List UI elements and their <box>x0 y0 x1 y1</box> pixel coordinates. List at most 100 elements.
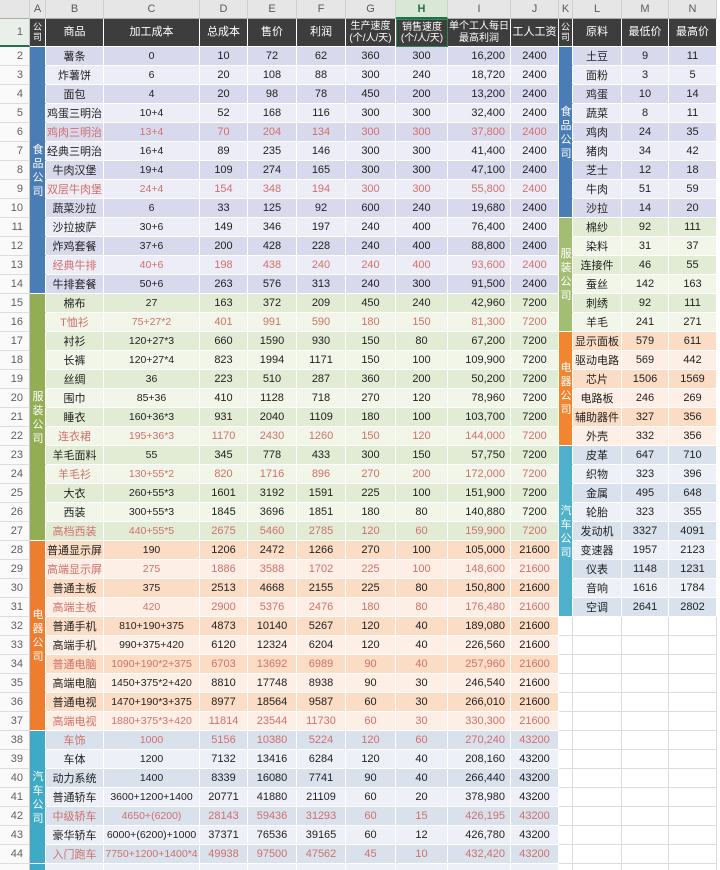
row-header-35[interactable]: 35 <box>0 674 30 693</box>
cell-L6[interactable]: 鸡肉 <box>573 123 622 142</box>
cell-G19[interactable]: 360 <box>346 370 396 389</box>
row-header-1[interactable]: 1 <box>0 19 30 47</box>
cell-E28[interactable]: 2472 <box>248 541 297 560</box>
row-header-31[interactable]: 31 <box>0 598 30 617</box>
cell-D34[interactable]: 6703 <box>200 655 248 674</box>
cell-M22[interactable]: 332 <box>622 427 669 446</box>
cell-J29[interactable]: 21600 <box>511 560 559 579</box>
cell-E35[interactable]: 17748 <box>248 674 297 693</box>
cell-K27[interactable] <box>559 522 573 541</box>
cell-H13[interactable]: 400 <box>396 256 448 275</box>
cell-J16[interactable]: 7200 <box>511 313 559 332</box>
cell-L38[interactable] <box>573 731 622 750</box>
cell-H12[interactable]: 400 <box>396 237 448 256</box>
cell-C7[interactable]: 16+4 <box>104 142 200 161</box>
cell-G10[interactable]: 600 <box>346 199 396 218</box>
cell-J33[interactable]: 21600 <box>511 636 559 655</box>
cell-B7[interactable]: 经典三明治 <box>46 142 104 161</box>
cell-F32[interactable]: 5267 <box>297 617 346 636</box>
cell-H35[interactable]: 30 <box>396 674 448 693</box>
column-header-B[interactable]: B <box>46 0 104 19</box>
cell-M36[interactable] <box>622 693 669 712</box>
cell-M10[interactable]: 14 <box>622 199 669 218</box>
row-header-6[interactable]: 6 <box>0 123 30 142</box>
cell-H10[interactable]: 240 <box>396 199 448 218</box>
cell-L27[interactable]: 发动机 <box>573 522 622 541</box>
cell-N4[interactable]: 14 <box>669 85 717 104</box>
row-header-20[interactable]: 20 <box>0 389 30 408</box>
cell-H34[interactable]: 40 <box>396 655 448 674</box>
cell-F16[interactable]: 590 <box>297 313 346 332</box>
cell-K3[interactable] <box>559 66 573 85</box>
cell-K33[interactable] <box>559 636 573 655</box>
cell-N16[interactable]: 271 <box>669 313 717 332</box>
cell-J38[interactable]: 43200 <box>511 731 559 750</box>
cell-E27[interactable]: 5460 <box>248 522 297 541</box>
cell-M25[interactable]: 495 <box>622 484 669 503</box>
row-header-37[interactable]: 37 <box>0 712 30 731</box>
cell-M4[interactable]: 10 <box>622 85 669 104</box>
cell-B11[interactable]: 沙拉披萨 <box>46 218 104 237</box>
cell-G39[interactable]: 120 <box>346 750 396 769</box>
cell-A27[interactable] <box>30 522 46 541</box>
cell-N44[interactable] <box>669 845 717 864</box>
cell-C22[interactable]: 195+36*3 <box>104 427 200 446</box>
cell-K29[interactable] <box>559 560 573 579</box>
cell-B4[interactable]: 面包 <box>46 85 104 104</box>
cell-G42[interactable]: 60 <box>346 807 396 826</box>
cell-D42[interactable]: 28143 <box>200 807 248 826</box>
cell-N42[interactable] <box>669 807 717 826</box>
cell-G34[interactable]: 90 <box>346 655 396 674</box>
cell-A32[interactable] <box>30 617 46 636</box>
cell-H4[interactable]: 200 <box>396 85 448 104</box>
column-header-H[interactable]: H <box>396 0 448 19</box>
cell-M29[interactable]: 1148 <box>622 560 669 579</box>
row-header-36[interactable]: 36 <box>0 693 30 712</box>
cell-A18[interactable] <box>30 351 46 370</box>
column-header-I[interactable]: I <box>448 0 511 19</box>
cell-F44[interactable]: 47562 <box>297 845 346 864</box>
cell-D38[interactable]: 5156 <box>200 731 248 750</box>
cell-A35[interactable] <box>30 674 46 693</box>
row-header-18[interactable]: 18 <box>0 351 30 370</box>
cell-B22[interactable]: 连衣裙 <box>46 427 104 446</box>
cell-D41[interactable]: 20771 <box>200 788 248 807</box>
cell-G2[interactable]: 360 <box>346 47 396 66</box>
cell-A39[interactable] <box>30 750 46 769</box>
cell-I20[interactable]: 78,960 <box>448 389 511 408</box>
cell-N6[interactable]: 35 <box>669 123 717 142</box>
cell-N33[interactable] <box>669 636 717 655</box>
cell-I27[interactable]: 159,900 <box>448 522 511 541</box>
cell-I26[interactable]: 140,880 <box>448 503 511 522</box>
cell-I24[interactable]: 172,000 <box>448 465 511 484</box>
cell-N23[interactable]: 710 <box>669 446 717 465</box>
cell-H37[interactable]: 30 <box>396 712 448 731</box>
cell-F31[interactable]: 2476 <box>297 598 346 617</box>
cell-G35[interactable]: 90 <box>346 674 396 693</box>
cell-A2[interactable] <box>30 47 46 66</box>
cell-E41[interactable]: 41880 <box>248 788 297 807</box>
cell-E38[interactable]: 10380 <box>248 731 297 750</box>
cell-D2[interactable]: 10 <box>200 47 248 66</box>
cell-B21[interactable]: 睡衣 <box>46 408 104 427</box>
cell-K9[interactable] <box>559 180 573 199</box>
cell-E39[interactable]: 13416 <box>248 750 297 769</box>
cell-K44[interactable] <box>559 845 573 864</box>
cell-N3[interactable]: 5 <box>669 66 717 85</box>
cell-B40[interactable]: 动力系统 <box>46 769 104 788</box>
cell-45[interactable] <box>559 864 573 870</box>
cell-B36[interactable]: 普通电视 <box>46 693 104 712</box>
cell-I38[interactable]: 270,240 <box>448 731 511 750</box>
cell-G11[interactable]: 240 <box>346 218 396 237</box>
cell-E29[interactable]: 3588 <box>248 560 297 579</box>
row-header-17[interactable]: 17 <box>0 332 30 351</box>
cell-K22[interactable] <box>559 427 573 446</box>
cell-L14[interactable]: 蚕丝 <box>573 275 622 294</box>
cell-B32[interactable]: 普通手机 <box>46 617 104 636</box>
column-header-N[interactable]: N <box>669 0 717 19</box>
cell-C17[interactable]: 120+27*3 <box>104 332 200 351</box>
cell-G13[interactable]: 240 <box>346 256 396 275</box>
cell-A44[interactable] <box>30 845 46 864</box>
cell-J44[interactable]: 43200 <box>511 845 559 864</box>
cell-B17[interactable]: 衬衫 <box>46 332 104 351</box>
